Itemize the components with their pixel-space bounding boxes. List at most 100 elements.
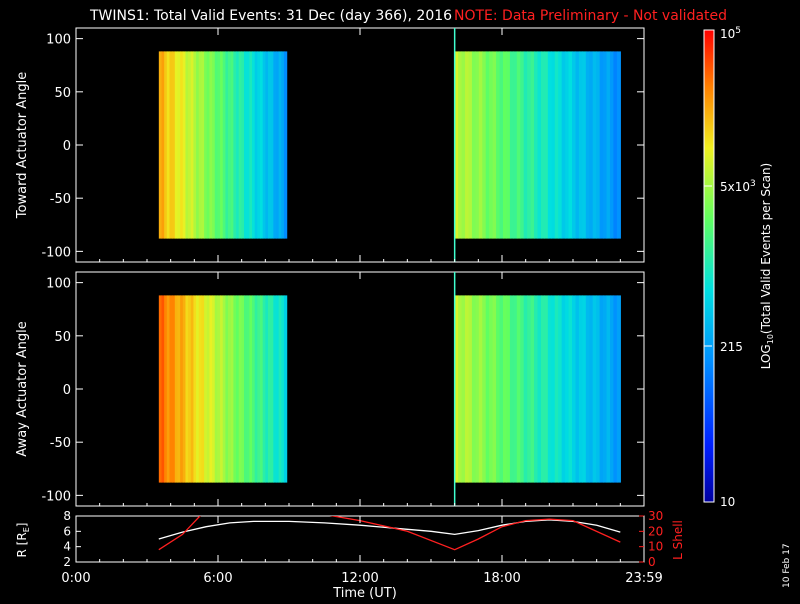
heatmap-cell <box>212 51 216 239</box>
heatmap-cell <box>475 295 480 483</box>
heatmap-cell <box>225 295 229 483</box>
away-ylabel: Away Actuator Angle <box>15 321 30 456</box>
heatmap-cell <box>209 51 213 239</box>
heatmap-cell <box>246 51 250 239</box>
y-tick-label: 0 <box>63 383 71 398</box>
heatmap-cell <box>565 295 570 483</box>
heatmap-cell <box>238 51 242 239</box>
heatmap-cell <box>489 51 494 239</box>
heatmap-cell <box>471 51 476 239</box>
heatmap-cell <box>534 51 539 239</box>
heatmap-cell <box>217 51 221 239</box>
toward-panel: -100 -50 0 50 100 Toward Actuator Angle <box>15 27 645 263</box>
heatmap-cell <box>540 295 545 483</box>
heatmap-cell <box>158 51 163 239</box>
heatmap-cell <box>257 51 261 239</box>
x-tick-label: 0:00 <box>61 571 90 586</box>
heatmap-cell <box>520 295 525 483</box>
heatmap-cell <box>520 51 525 239</box>
heatmap-cell <box>252 295 256 483</box>
heatmap-cell <box>283 295 288 483</box>
heatmap-cell <box>578 295 583 483</box>
heatmap-cell <box>534 295 539 483</box>
heatmap-cell <box>475 51 480 239</box>
heatmap-cell <box>244 295 248 483</box>
heatmap-cell <box>180 295 184 483</box>
heatmap-cell <box>198 295 203 483</box>
heatmap-cell <box>214 295 219 483</box>
heatmap-cell <box>164 295 168 483</box>
heatmap-cell <box>530 295 535 483</box>
chart-title: TWINS1: Total Valid Events: 31 Dec (day … <box>89 8 452 24</box>
heatmap-cell <box>164 51 168 239</box>
heatmap-cell <box>537 51 542 239</box>
heatmap-cell <box>249 295 253 483</box>
heatmap-cell <box>496 295 501 483</box>
heatmap-cell <box>537 295 542 483</box>
heatmap-cell <box>616 295 621 483</box>
heatmap-cell <box>596 295 601 483</box>
heatmap-cell <box>609 51 615 239</box>
lshell-tick-label: 0 <box>648 555 656 569</box>
y-tick-label: 50 <box>54 330 71 345</box>
y-tick-label: 50 <box>54 86 71 101</box>
lshell-line <box>158 516 621 551</box>
heatmap-cell <box>268 295 272 483</box>
colorbar-label: LOG10(Total Valid Events per Scan) <box>759 163 775 370</box>
heatmap-cell <box>499 295 504 483</box>
heatmap-cell <box>225 51 229 239</box>
heatmap-cell <box>228 51 232 239</box>
heatmap-cell <box>513 51 518 239</box>
heatmap-cell <box>465 295 470 483</box>
colorbar-tick-low-label: 215 <box>720 340 743 354</box>
heatmap-cell <box>158 295 163 483</box>
heatmap-cell <box>603 295 608 483</box>
heatmap-cell <box>233 51 237 239</box>
heatmap-cell <box>273 51 277 239</box>
heatmap-cell <box>174 295 179 483</box>
heatmap-cell <box>188 295 192 483</box>
y-tick-label: 100 <box>46 277 71 292</box>
heatmap-cell <box>585 295 590 483</box>
heatmap-cell <box>589 51 594 239</box>
heatmap-cell <box>260 51 264 239</box>
lshell-ylabel: L Shell <box>671 520 685 560</box>
heatmap-cell <box>193 51 197 239</box>
x-tick-label: 6:00 <box>203 571 232 586</box>
heatmap-cell <box>458 51 463 239</box>
heatmap-cell <box>613 51 618 239</box>
heatmap-cell <box>568 295 573 483</box>
toward-heatmap <box>158 28 621 262</box>
heatmap-cell <box>260 295 264 483</box>
heatmap-cell <box>502 295 508 483</box>
heatmap-cell <box>465 51 470 239</box>
heatmap-cell <box>572 51 577 239</box>
heatmap-cell <box>561 51 566 239</box>
heatmap-cell <box>169 51 173 239</box>
lshell-tick-label: 10 <box>648 540 663 554</box>
heatmap-cell <box>236 51 240 239</box>
heatmap-cell <box>471 295 476 483</box>
heatmap-cell <box>201 295 205 483</box>
radius-tick-label: 2 <box>63 555 71 569</box>
x-tick-label: 12:00 <box>341 571 378 586</box>
heatmap-cell <box>217 295 221 483</box>
heatmap-cell <box>513 295 518 483</box>
heatmap-cell <box>454 295 459 483</box>
heatmap-cell <box>169 295 173 483</box>
heatmap-cell <box>478 51 483 239</box>
heatmap-cell <box>204 51 208 239</box>
heatmap-cell <box>540 51 545 239</box>
heatmap-cell <box>281 295 285 483</box>
heatmap-cell <box>270 295 274 483</box>
heatmap-cell <box>551 51 556 239</box>
heatmap-cell <box>575 51 580 239</box>
heatmap-cell <box>561 295 566 483</box>
heatmap-cell <box>201 51 205 239</box>
heatmap-cell <box>530 51 535 239</box>
heatmap-cell <box>228 295 232 483</box>
heatmap-cell <box>461 295 466 483</box>
heatmap-cell <box>616 51 621 239</box>
